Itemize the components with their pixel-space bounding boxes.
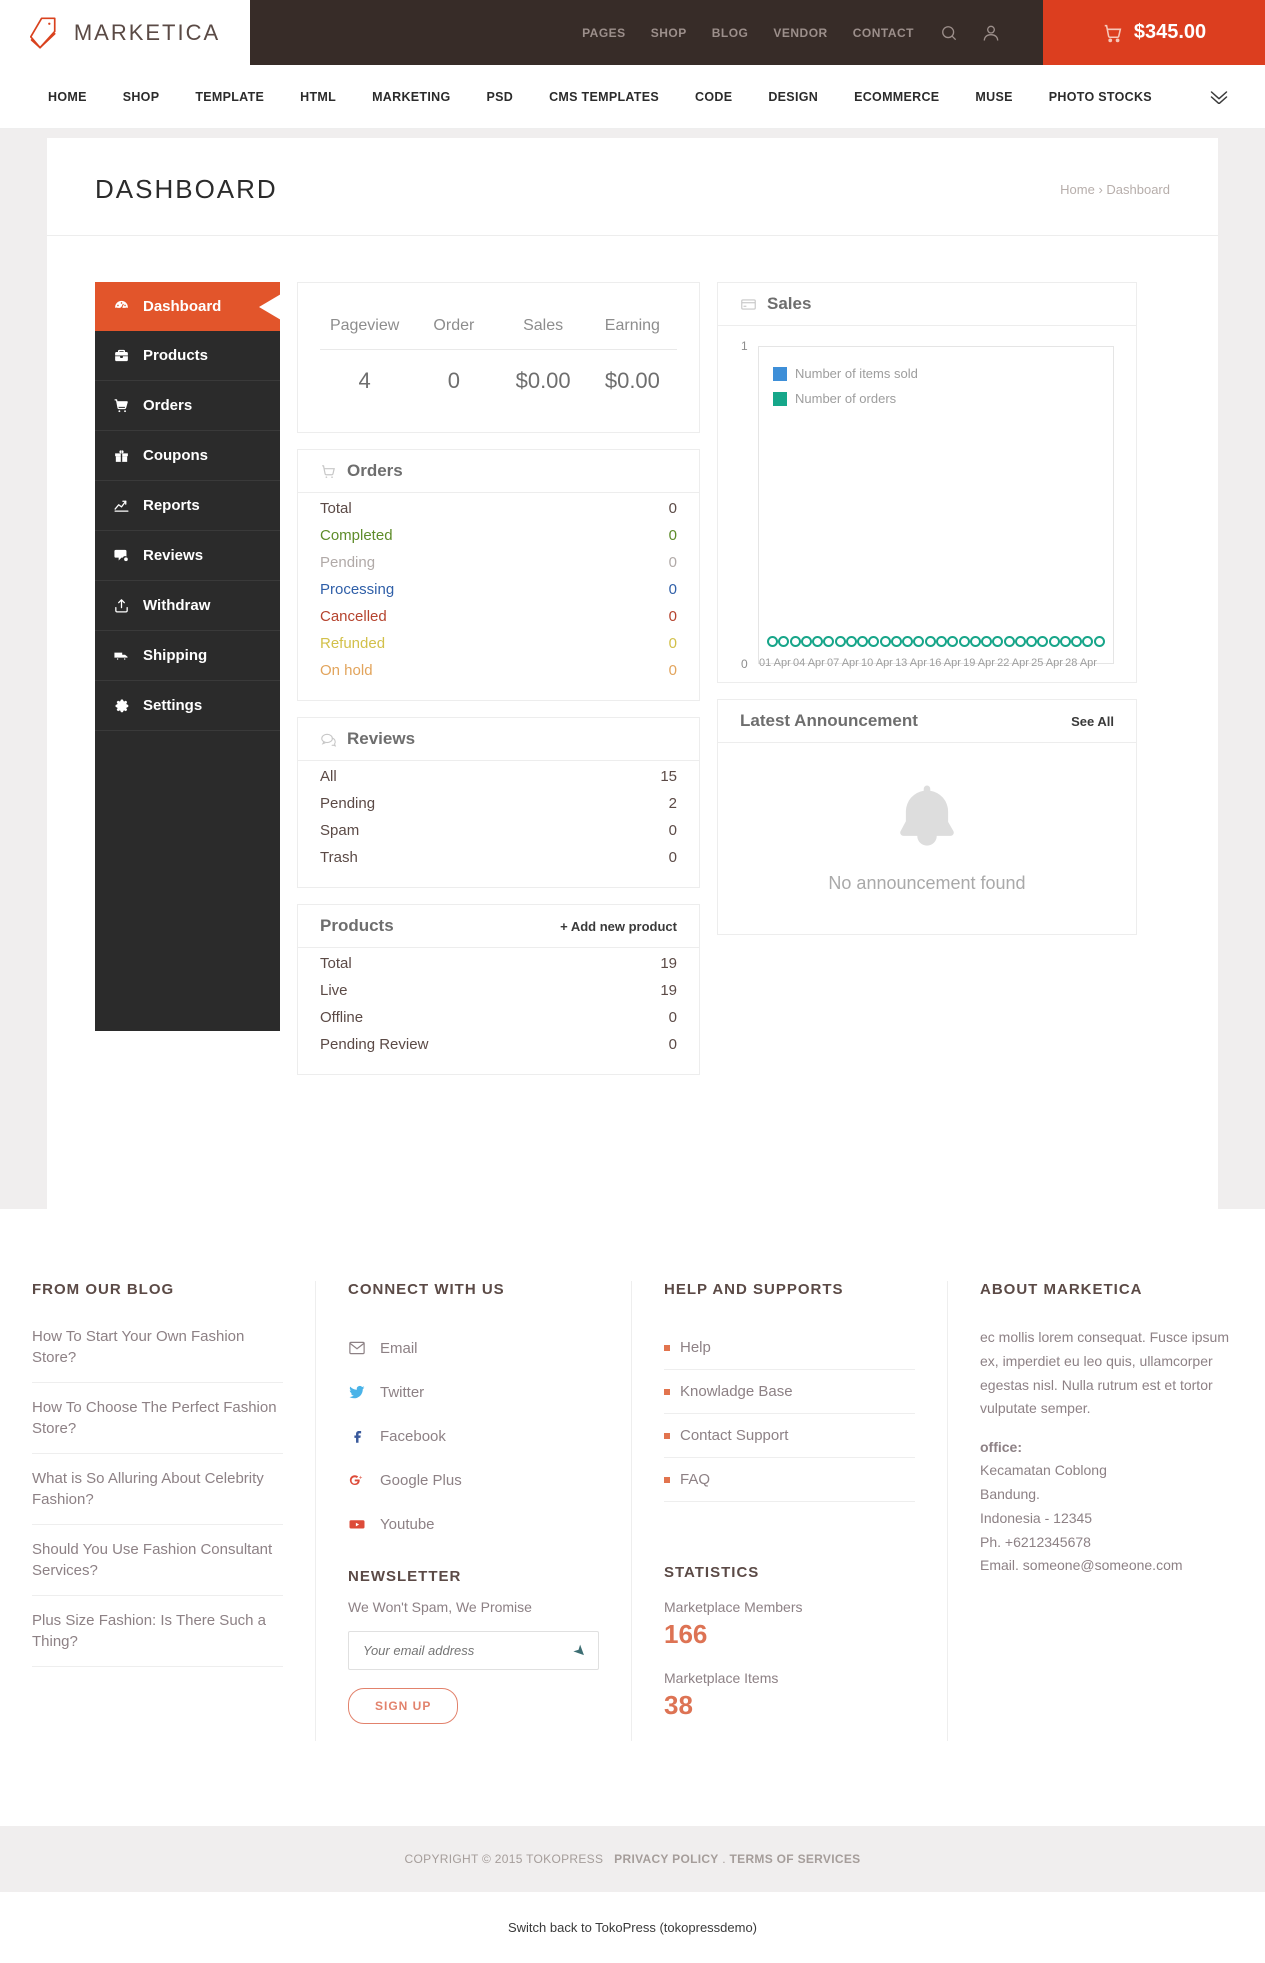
svg-text:+: + [359, 1475, 363, 1481]
